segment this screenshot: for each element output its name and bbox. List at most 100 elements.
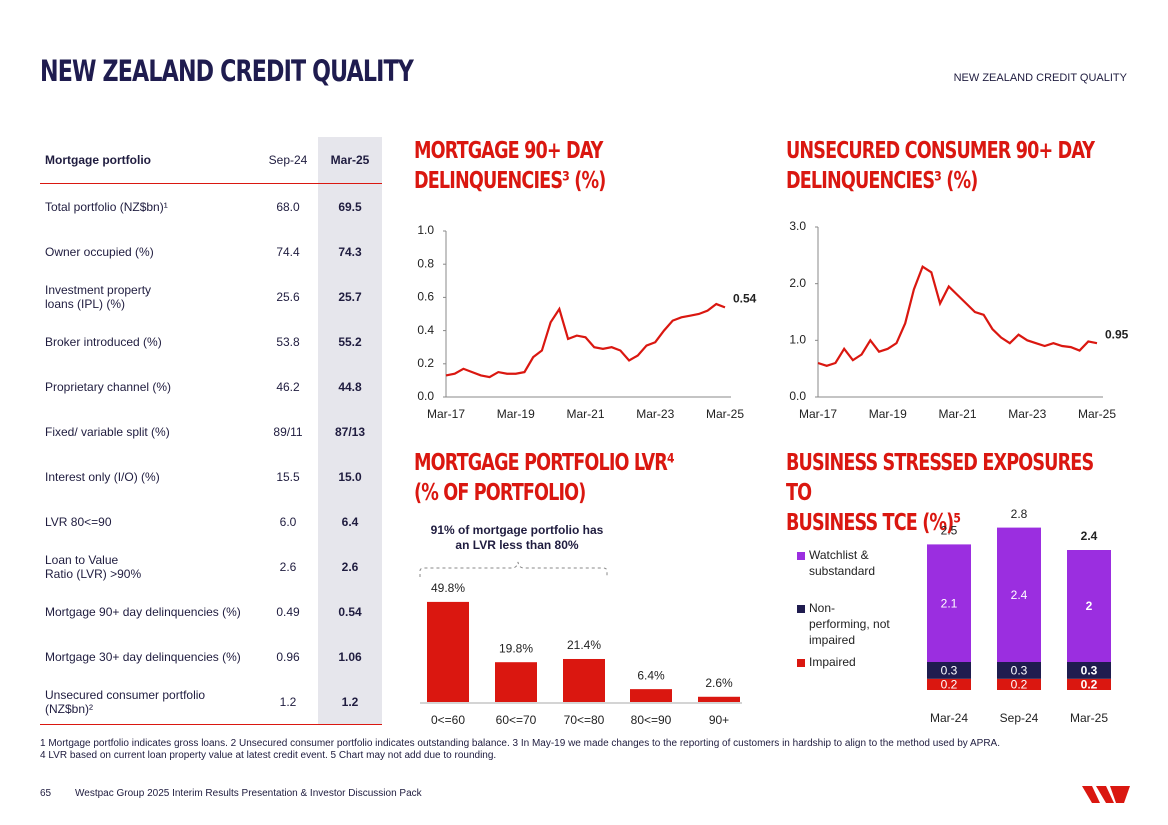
table-row: Loan to Value Ratio (LVR) >90% 2.6 2.6	[40, 544, 382, 589]
table-row: Interest only (I/O) (%) 15.5 15.0	[40, 454, 382, 499]
x-tick-label: Mar-25	[1078, 407, 1116, 421]
segment-label: 2	[1086, 599, 1093, 613]
segment-label: 2.1	[941, 596, 958, 610]
page-title: NEW ZEALAND CREDIT QUALITY	[40, 54, 414, 88]
table-cell: LVR 80<=90	[45, 514, 112, 529]
table-row: Owner occupied (%) 74.4 74.3	[40, 229, 382, 274]
table-cell: 25.7	[318, 274, 382, 319]
y-tick-label: 0.8	[417, 256, 434, 270]
brace	[419, 561, 608, 577]
segment-label: 0.3	[941, 664, 958, 678]
table-cell: Broker introduced (%)	[45, 334, 162, 349]
table-cell: 74.3	[318, 229, 382, 274]
section-label: NEW ZEALAND CREDIT QUALITY	[953, 72, 1127, 84]
table-cell: 46.2	[276, 379, 300, 394]
x-tick-label: Mar-24	[930, 711, 968, 725]
line	[817, 265, 1098, 367]
y-tick-label: 2.0	[789, 276, 806, 290]
bar-segment	[997, 678, 1041, 690]
table-cell: 53.8	[276, 334, 300, 349]
table-cell: 74.4	[276, 244, 300, 259]
page-number: 65	[40, 788, 52, 799]
x-tick-label: Mar-17	[799, 407, 837, 421]
x-tick-label: 70<=80	[564, 713, 605, 727]
total-label: 2.4	[1081, 529, 1098, 543]
end-label: 0.54	[733, 292, 757, 306]
y-tick-label: 0.0	[789, 389, 806, 403]
table-row: Fixed/ variable split (%) 89/11 87/13	[40, 409, 382, 454]
bar-segment	[1067, 550, 1111, 662]
logo	[1082, 786, 1130, 803]
table-cell: Total portfolio (NZ$bn)¹	[45, 199, 168, 214]
segment-label: 0.2	[1081, 678, 1098, 692]
legend-label: Impaired	[809, 655, 856, 669]
table-cell: Mortgage 90+ day delinquencies (%)	[45, 604, 241, 619]
y-tick-label: 1.0	[789, 333, 806, 347]
table-cell: 0.49	[276, 604, 300, 619]
table-cell: Proprietary channel (%)	[45, 379, 172, 394]
table-cell: Owner occupied (%)	[45, 244, 154, 259]
legend-swatch	[797, 552, 805, 560]
segment-label: 0.3	[1081, 664, 1098, 678]
x-tick-label: 90+	[709, 713, 729, 727]
chart-title: UNSECURED CONSUMER 90+ DAY DELINQUENCIES…	[786, 138, 1095, 194]
table-row: Mortgage 30+ day delinquencies (%) 0.96 1.…	[40, 634, 382, 679]
total-label: 2.5	[941, 524, 958, 538]
footnotes: 1 Mortgage portfolio indicates gross loa…	[40, 738, 1000, 761]
bar	[563, 658, 605, 702]
x-tick-label: Mar-17	[427, 407, 465, 421]
table-wrap: Mortgage portfolio Sep-24 Mar-25 Total port…	[40, 137, 382, 725]
x-tick-label: Sep-24	[1000, 711, 1039, 725]
line	[445, 302, 726, 379]
table-cell: 1.2	[318, 679, 382, 724]
segment-label: 2.4	[1011, 588, 1028, 602]
value-label: 6.4%	[637, 668, 665, 682]
value-label: 19.8%	[499, 641, 533, 655]
chart-title: MORTGAGE PORTFOLIO LVR⁴ (% OF PORTFOLIO)	[414, 450, 675, 506]
value-label: 21.4%	[567, 638, 601, 652]
x-tick-label: Mar-25	[706, 407, 744, 421]
x-tick-label: Mar-25	[1070, 711, 1108, 725]
x-tick-label: Mar-23	[636, 407, 674, 421]
table-row: Investment property loans (IPL) (%) 25.6 2…	[40, 274, 382, 319]
value-label: 49.8%	[431, 581, 465, 595]
footer-text: Westpac Group 2025 Interim Results Prese…	[75, 788, 422, 799]
x-tick-label: Mar-23	[1008, 407, 1046, 421]
table-row: LVR 80<=90 6.0 6.4	[40, 499, 382, 544]
table-cell: 1.2	[279, 694, 297, 709]
bar-segment	[1067, 678, 1111, 690]
table-cell: Interest only (I/O) (%)	[45, 469, 160, 484]
x-tick-label: 0<=60	[431, 713, 465, 727]
chart-title: BUSINESS STRESSED EXPOSURES TO BUSINESS …	[786, 450, 1094, 536]
legend-swatch	[797, 659, 805, 667]
segment-label: 0.2	[1011, 678, 1028, 692]
bar	[495, 662, 537, 702]
chart-title: MORTGAGE 90+ DAY DELINQUENCIES³ (%)	[414, 138, 606, 194]
bar	[427, 601, 469, 702]
y-tick-label: 0.2	[417, 356, 434, 370]
portfolio-table: Mortgage portfolio Sep-24 Mar-25 Total port…	[40, 137, 382, 724]
bar-segment	[1067, 662, 1111, 679]
table-row: Broker introduced (%) 53.8 55.2	[40, 319, 382, 364]
y-tick-label: 3.0	[789, 219, 806, 233]
table-row: Mortgage 90+ day delinquencies (%) 0.49 0.…	[40, 589, 382, 634]
x-tick-label: Mar-19	[869, 407, 907, 421]
table-cell: 6.4	[318, 499, 382, 544]
y-tick-label: 0.4	[417, 323, 434, 337]
bar	[630, 689, 672, 702]
bar-segment	[927, 678, 971, 690]
total-label: 2.8	[1011, 507, 1028, 521]
table-cell: 2.6	[279, 559, 297, 574]
table-cell: 15.5	[276, 469, 300, 484]
table-cell: Fixed/ variable split (%)	[45, 424, 170, 439]
table-cell: 2.6	[318, 544, 382, 589]
legend-label: Watchlist & substandard	[809, 548, 875, 578]
annotation: 91% of mortgage portfolio has an LVR les…	[430, 523, 604, 552]
x-tick-label: 60<=70	[496, 713, 537, 727]
segment-label: 0.2	[941, 678, 958, 692]
y-tick-label: 1.0	[417, 223, 434, 237]
table-row: Proprietary channel (%) 46.2 44.8	[40, 364, 382, 409]
table-cell: 68.0	[276, 199, 300, 214]
y-tick-label: 0.0	[417, 389, 434, 403]
